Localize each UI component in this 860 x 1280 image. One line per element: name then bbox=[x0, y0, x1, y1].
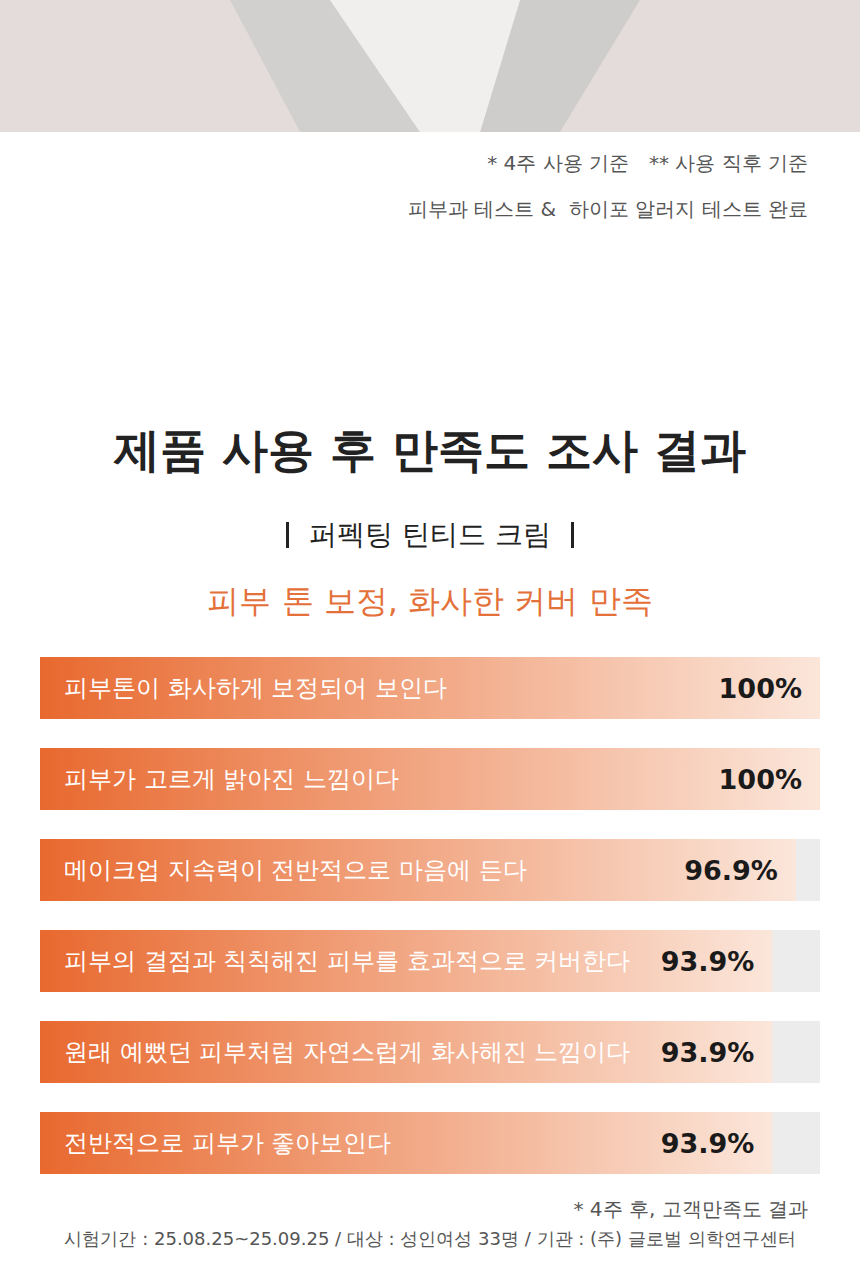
html-text:피부과 테스트 & 하이포 알러지 테스트 완료: 피부과 테스트 & 하이포 알러지 테스트 완료 bbox=[407, 197, 808, 221]
svg-text:100%: 100% bbox=[719, 672, 802, 703]
svg-text:원래 예뻤던 피부처럼 자연스럽게 화사해진 느낌이다: 원래 예뻤던 피부처럼 자연스럽게 화사해진 느낌이다 bbox=[64, 1038, 630, 1066]
svg-text:96.9%: 96.9% bbox=[684, 854, 778, 885]
html-text:** 사용 직후 기준: ** 사용 직후 기준 bbox=[648, 151, 808, 175]
html-text:시험기간 : 25.08.25~25.09.25 / 대상: 시험기간 : 25.08.25~25.09.25 / 대상 : 성인여성 33명… bbox=[64, 1228, 796, 1249]
html-text:퍼펙팅 틴티드 크림: 퍼펙팅 틴티드 크림 bbox=[309, 518, 551, 551]
svg-text:전반적으로 피부가 좋아보인다: 전반적으로 피부가 좋아보인다 bbox=[64, 1129, 391, 1157]
svg-text:93.9%: 93.9% bbox=[661, 945, 755, 976]
svg-text:93.9%: 93.9% bbox=[661, 1127, 755, 1158]
html-text:* 4주 후, 고객만족도 결과: * 4주 후, 고객만족도 결과 bbox=[573, 1197, 808, 1221]
html-text:제품 사용 후 만족도 조사 결과: 제품 사용 후 만족도 조사 결과 bbox=[114, 423, 746, 477]
svg-text:피부의 결점과 칙칙해진 피부를 효과적으로 커버한다: 피부의 결점과 칙칙해진 피부를 효과적으로 커버한다 bbox=[64, 947, 630, 975]
svg-text:피부가 고르게 밝아진 느낌이다: 피부가 고르게 밝아진 느낌이다 bbox=[64, 765, 399, 793]
svg-text:93.9%: 93.9% bbox=[661, 1036, 755, 1067]
html-text:* 4주 사용 기준: * 4주 사용 기준 bbox=[487, 151, 629, 175]
html-text:피부 톤 보정, 화사한 커버 만족: 피부 톤 보정, 화사한 커버 만족 bbox=[207, 582, 653, 620]
svg-text:피부톤이 화사하게 보정되어 보인다: 피부톤이 화사하게 보정되어 보인다 bbox=[64, 674, 447, 702]
svg-text:100%: 100% bbox=[719, 763, 802, 794]
svg-text:메이크업 지속력이 전반적으로 마음에 든다: 메이크업 지속력이 전반적으로 마음에 든다 bbox=[64, 856, 527, 884]
